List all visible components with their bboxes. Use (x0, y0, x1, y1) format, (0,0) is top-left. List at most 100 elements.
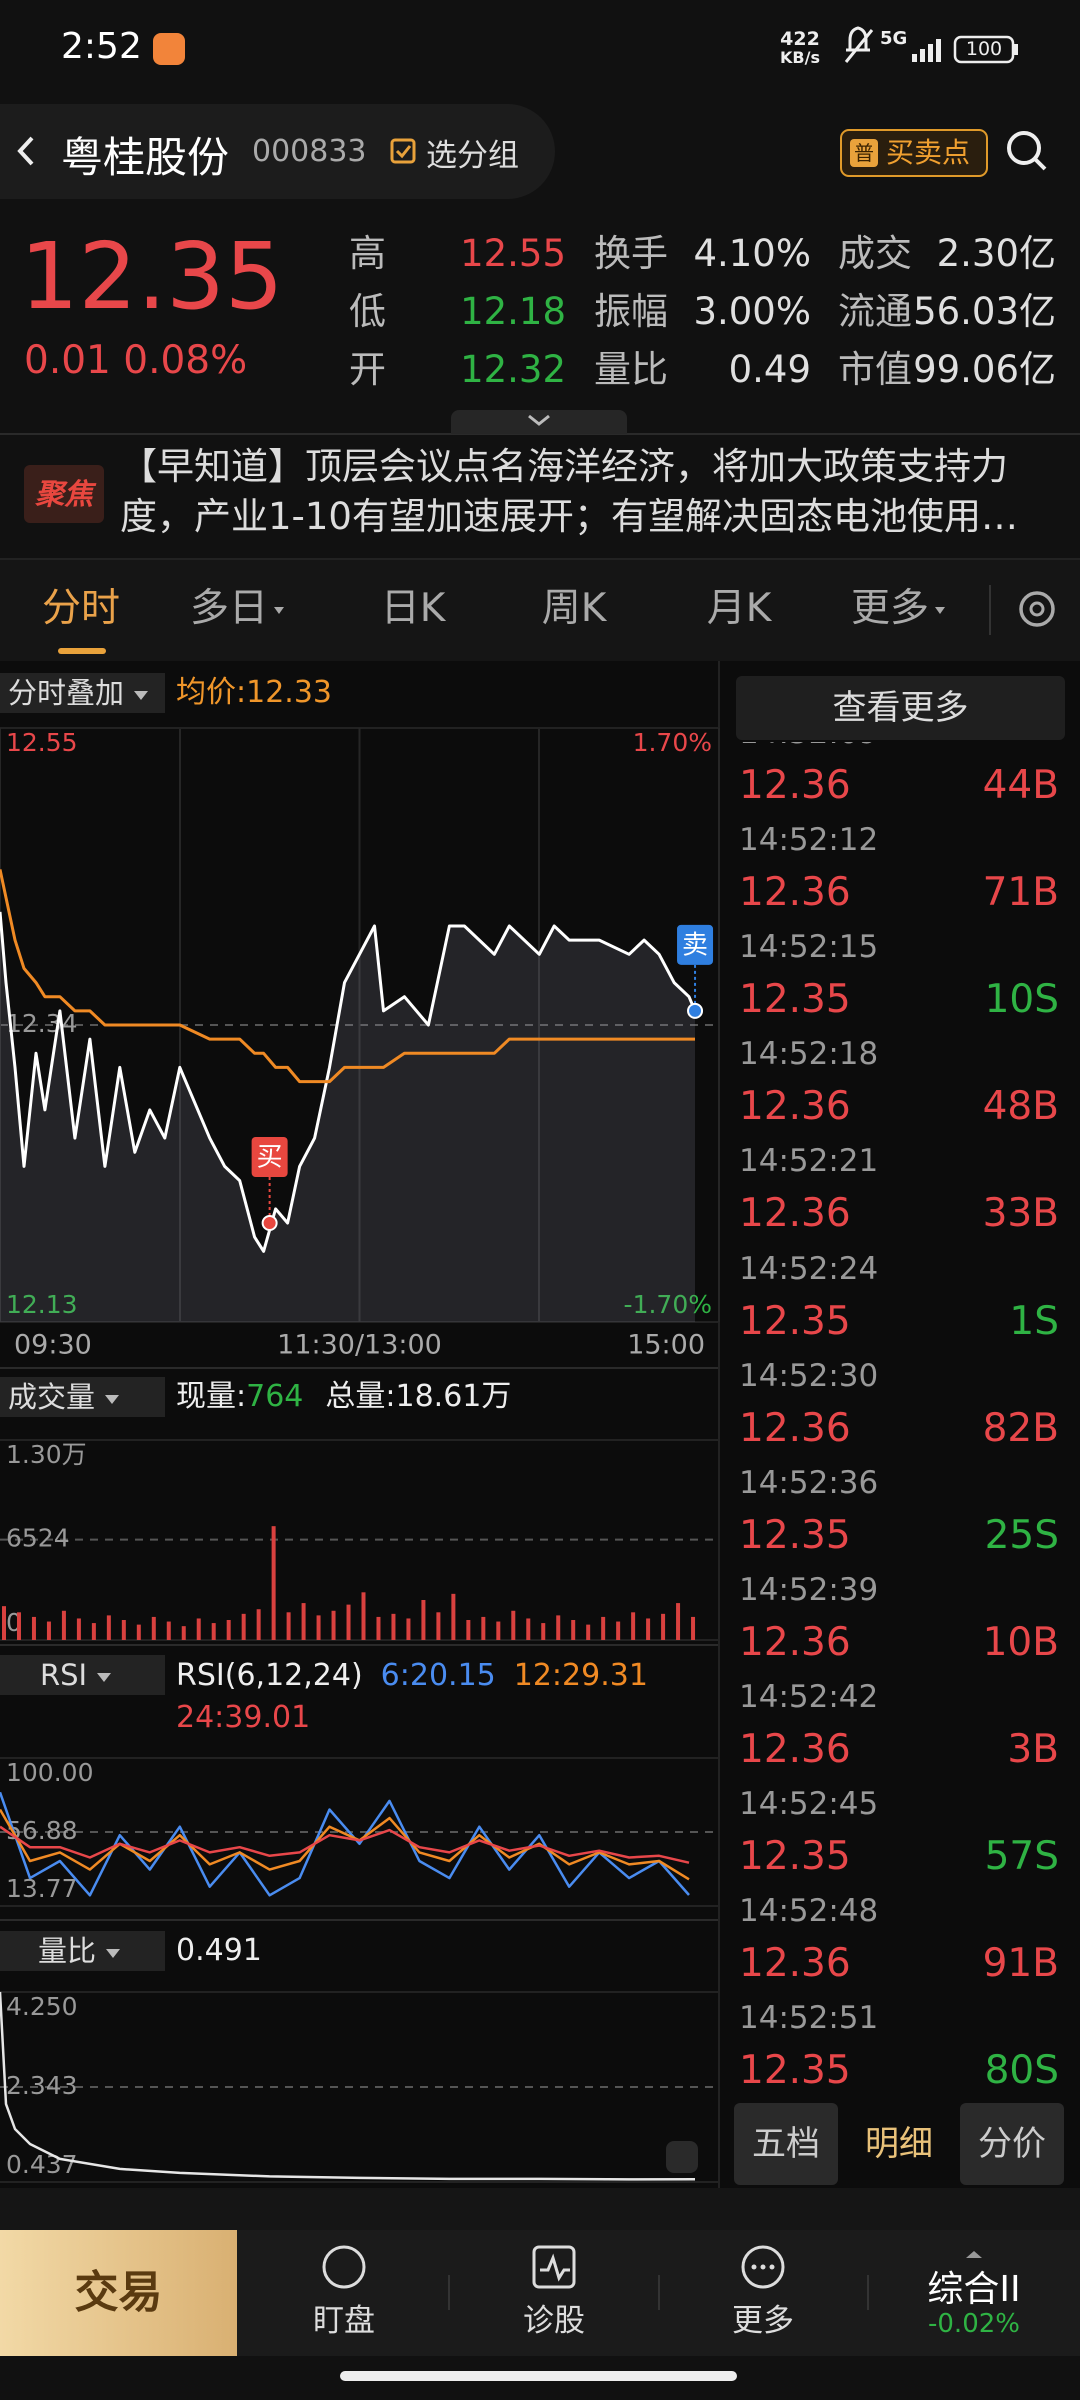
more-button[interactable]: 查看更多 (736, 676, 1065, 740)
volume-info: 现量:764 总量:18.61万 (176, 1377, 511, 1417)
rsi-legend-name: 6: (380, 1658, 410, 1693)
tab[interactable]: 日K (333, 584, 493, 634)
trade-price: 12.35 (739, 1512, 851, 1558)
stat-value: 0.49 (728, 348, 811, 391)
trade-time: 14:52:36 (739, 1464, 879, 1501)
index-name[interactable]: 综合II (927, 2269, 1021, 2310)
trade-price: 12.36 (739, 763, 851, 808)
stat-label: 流通 (838, 290, 912, 333)
rsi-legend-entry: 12:29.31 (514, 1655, 648, 1697)
trade-time: 14:52:30 (739, 1357, 879, 1394)
trade-tab[interactable]: 分价 (960, 2103, 1064, 2185)
tab-label: 周K (541, 586, 607, 631)
search-handle (1033, 157, 1047, 171)
divider (0, 433, 1080, 435)
ratio-value: 0.491 (176, 1933, 262, 1968)
overlay-label: 分时叠加 (8, 676, 125, 710)
nav-item[interactable]: 更多 (732, 2303, 794, 2339)
stat-label: 量比 (594, 348, 668, 391)
trade-time: 14:52:12 (739, 822, 879, 859)
trade-price: 12.36 (739, 1084, 851, 1130)
dropdown-caret (274, 607, 284, 614)
rsi-button[interactable]: RSI (0, 1655, 165, 1695)
expand-tab[interactable] (451, 410, 627, 434)
stat-value: 12.32 (460, 348, 566, 391)
trade-price: 12.36 (739, 1726, 851, 1772)
rsi-legend-value: 39.01 (224, 1700, 311, 1735)
rsi-legend-name: 12: (513, 1658, 563, 1693)
header-pill (0, 104, 555, 199)
stat-label: 换手 (594, 232, 668, 275)
trade-tab[interactable]: 明细 (865, 2124, 933, 2164)
news-text[interactable]: 【早知道】顶层会议点名海洋经济，将加大政策支持力度，产业1-10有望加速展开；有… (120, 445, 1008, 546)
dropdown-caret (134, 690, 149, 700)
trade-volume: 25S (984, 1512, 1059, 1558)
group-button[interactable]: 选分组 (426, 138, 519, 174)
tab[interactable]: 周K (494, 584, 654, 634)
trade-volume: 71B (982, 870, 1059, 916)
stat-value: 12.18 (460, 290, 566, 333)
trade-price: 12.36 (739, 1941, 851, 1987)
total-volume: 18.61万 (395, 1379, 512, 1414)
clock: 2:52 (61, 26, 142, 67)
news-tag: 聚焦 (34, 477, 93, 511)
net-speed: 422 (780, 28, 820, 50)
home-indicator (340, 2371, 737, 2381)
trade-button[interactable]: 交易 (0, 2230, 237, 2356)
rsi-legend-entry: 24:39.01 (176, 1697, 310, 1739)
net-speed-unit: KB/s (780, 48, 820, 67)
total-volume-label: 总量: (325, 1379, 396, 1414)
rsi-title: RSI (40, 1658, 88, 1692)
tab-label: 更多 (850, 586, 929, 631)
stat-label: 成交 (838, 232, 912, 275)
trade-time: 14:52:42 (739, 1678, 879, 1715)
avg-label: 均价: (176, 675, 247, 710)
stat-value: 12.55 (460, 232, 566, 275)
trade-price: 12.35 (739, 1298, 851, 1344)
network-type: 5G (880, 28, 908, 49)
stat-label: 市值 (838, 348, 912, 391)
stat-value: 56.03亿 (913, 290, 1056, 333)
change-pct: 0.08% (123, 338, 248, 383)
battery-tip (1014, 44, 1018, 55)
stat-label: 振幅 (594, 290, 668, 333)
nav-item[interactable]: 诊股 (523, 2303, 585, 2339)
volume-title: 成交量 (8, 1380, 96, 1414)
trade-volume: 10S (984, 977, 1059, 1023)
price-change: 0.01 0.08% (24, 338, 247, 383)
mute-icon (844, 26, 874, 63)
trade-time: 14:52:48 (739, 1893, 879, 1930)
change: 0.01 (24, 338, 111, 383)
rsi-legend-value: 29.31 (562, 1658, 648, 1693)
trade-time: 14:52:21 (739, 1143, 879, 1180)
trade-volume: 1S (1009, 1298, 1059, 1344)
trade-price: 12.36 (739, 1619, 851, 1665)
trade-volume: 82B (982, 1405, 1059, 1451)
tab[interactable]: 分时 (1, 584, 161, 634)
volume-button[interactable]: 成交量 (0, 1377, 165, 1417)
dropdown-caret (105, 1394, 120, 1404)
tab-label: 日K (380, 586, 446, 631)
search-icon[interactable] (1007, 131, 1041, 165)
trade-price: 12.35 (739, 977, 851, 1023)
nav-item[interactable]: 盯盘 (313, 2303, 375, 2339)
stat-value: 99.06亿 (913, 348, 1056, 391)
trade-price: 12.35 (739, 2048, 851, 2094)
trade-volume: 57S (984, 1834, 1059, 1879)
tab[interactable]: 更多 (818, 584, 978, 634)
stock-name: 粤桂股份 (61, 133, 230, 182)
trade-list: 14:52:09 12.36 44B 14:52:12 12.36 71B 14:52:15… (731, 742, 1065, 2096)
tab[interactable]: 月K (659, 584, 819, 634)
signal-button[interactable]: 买卖点 (886, 136, 971, 169)
trade-tab[interactable]: 五档 (734, 2103, 838, 2185)
ratio-button[interactable]: 量比 (0, 1931, 165, 1971)
current-volume: 764 (246, 1379, 304, 1414)
dropdown-caret (97, 1672, 112, 1682)
tab[interactable]: 多日 (157, 584, 317, 634)
rsi-legend-name: 24: (176, 1700, 225, 1735)
overlay-button[interactable]: 分时叠加 (0, 673, 165, 713)
ratio-title: 量比 (38, 1934, 97, 1968)
stat-value: 2.30亿 (936, 232, 1056, 275)
trade-price: 12.36 (739, 1405, 851, 1451)
